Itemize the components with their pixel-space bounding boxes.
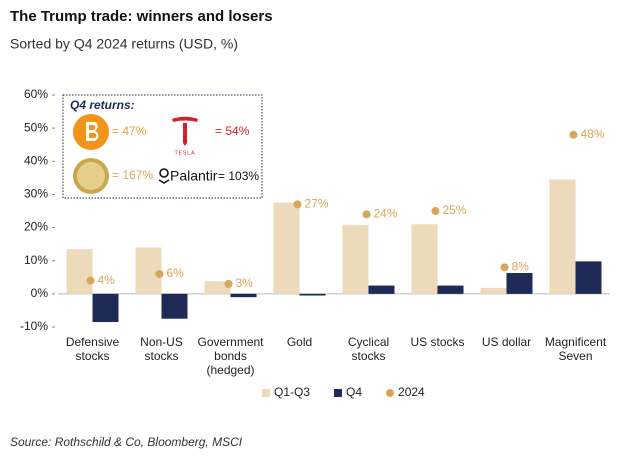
tesla-wordmark: TESLA <box>175 150 196 156</box>
bar <box>230 293 257 298</box>
plot: -10% 0% 10% 20% 30% 40% 50% 60% 4% 6% 3% 27% 24% 25% 8… <box>20 87 610 399</box>
bar <box>161 293 188 319</box>
x-tick-label: Cyclical stocks <box>347 335 390 363</box>
value-label: 4% <box>98 273 116 287</box>
bar <box>342 224 369 294</box>
bar <box>506 272 533 294</box>
dot <box>293 200 302 209</box>
source: Source: Rothschild & Co, Bloomberg, MSCI <box>10 435 243 449</box>
palantir-icon <box>159 168 169 178</box>
dogecoin-face <box>77 162 105 190</box>
y-tick-label: -10% <box>20 319 48 333</box>
bar <box>437 285 464 294</box>
legend-label: Q1-Q3 <box>274 385 310 399</box>
dot <box>155 269 164 278</box>
inset-value: = 47% <box>112 124 147 138</box>
bar <box>135 247 162 294</box>
dot <box>500 263 509 272</box>
palantir-icon <box>158 179 170 184</box>
legend-swatch <box>334 389 343 397</box>
x-tick-label: Non-US stocks <box>140 335 183 363</box>
chart-title: The Trump trade: winners and losers <box>10 8 273 25</box>
y-tick-label: 60% <box>24 87 48 101</box>
dot <box>224 279 233 288</box>
value-label: 27% <box>305 197 329 211</box>
legend-swatch <box>262 389 270 397</box>
y-tick-label: 0% <box>31 286 49 300</box>
x-tick-label: Government bonds (hedged) <box>197 335 264 377</box>
y-tick-label: 50% <box>24 120 48 134</box>
legend-swatch <box>386 389 395 397</box>
bar <box>299 293 326 296</box>
value-label: 24% <box>374 206 398 220</box>
y-tick-label: 20% <box>24 220 48 234</box>
bar <box>204 281 231 294</box>
y-tick-label: 30% <box>24 187 48 201</box>
bitcoin-symbol <box>86 122 99 141</box>
bar <box>411 224 438 294</box>
x-tick-label: Defensive stocks <box>65 335 120 363</box>
x-tick-label: US stocks <box>410 335 465 349</box>
value-label: 8% <box>512 260 530 274</box>
y-tick-label: 40% <box>24 153 48 167</box>
inset-value: = 103% <box>218 169 259 183</box>
bar <box>480 287 507 294</box>
palantir-wordmark: Palantir <box>170 168 218 184</box>
inset-title: Q4 returns: <box>70 98 135 112</box>
bar <box>92 293 119 323</box>
x-tick-label: Magnificent Seven <box>544 335 607 363</box>
value-label: 6% <box>167 266 185 280</box>
bar <box>575 261 602 294</box>
value-label: 25% <box>443 203 467 217</box>
x-tick-label: US dollar <box>481 335 532 349</box>
inset-value: = 167% <box>112 168 153 182</box>
dot <box>431 207 440 215</box>
bar <box>273 202 300 294</box>
y-tick-label: 10% <box>24 253 48 267</box>
legend-label: Q4 <box>346 385 362 399</box>
value-label: 3% <box>236 276 254 290</box>
value-label: 48% <box>581 127 605 141</box>
dot <box>86 276 95 285</box>
bar <box>66 249 93 294</box>
chart-subtitle: Sorted by Q4 2024 returns (USD, %) <box>10 36 238 52</box>
x-tick-label: Gold <box>286 335 313 349</box>
inset-value: = 54% <box>215 124 250 138</box>
inset: Q4 returns: = 47% TESLA = 54% = 167% Pal… <box>62 94 263 199</box>
bar <box>368 285 395 294</box>
dot <box>569 130 578 139</box>
bar <box>549 179 576 294</box>
tesla-logo <box>172 116 198 146</box>
legend-label: 2024 <box>398 385 425 399</box>
dot <box>362 210 371 219</box>
